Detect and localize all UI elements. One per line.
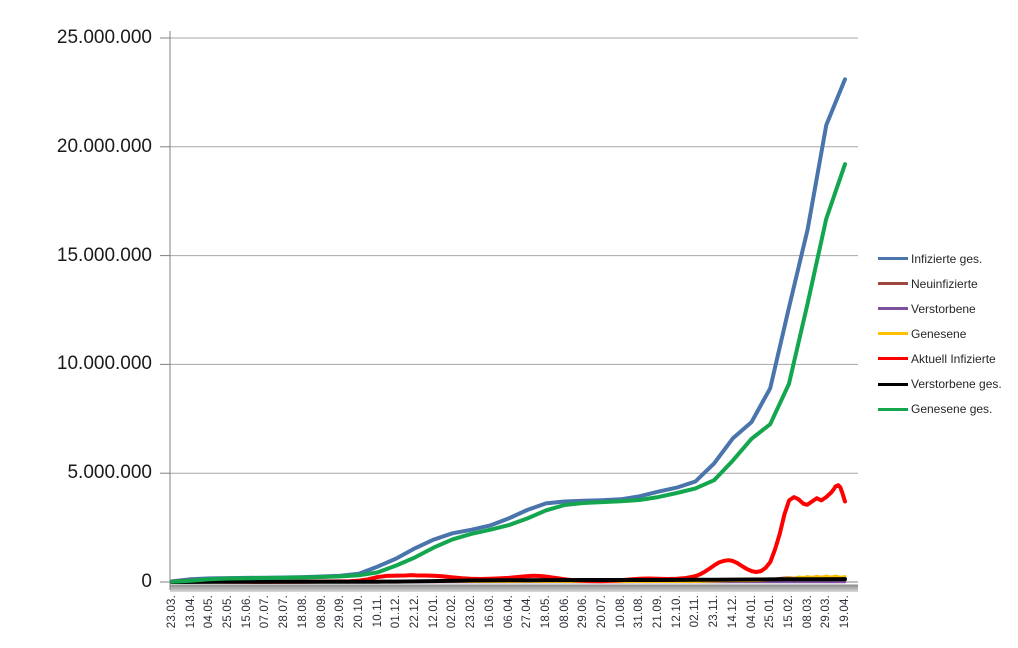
x-axis-tick-label: 29.03. bbox=[820, 595, 833, 629]
x-axis-tick-label: 04.05. bbox=[203, 595, 216, 629]
legend-label: Verstorbene ges. bbox=[911, 377, 1002, 391]
legend-swatch-aktuell-infizierte bbox=[878, 357, 908, 361]
x-axis-tick-label: 08.06. bbox=[558, 595, 571, 629]
x-axis-tick-label: 20.10. bbox=[352, 595, 365, 629]
x-axis-tick-label: 06.04. bbox=[502, 595, 515, 629]
x-axis-tick-label: 19.04. bbox=[839, 595, 851, 629]
x-axis-tick-label: 31.08. bbox=[633, 595, 646, 629]
x-axis-tick-label: 08.09. bbox=[315, 595, 328, 629]
legend-label: Infizierte ges. bbox=[911, 251, 983, 266]
legend-item-genesene: Genesene bbox=[878, 321, 966, 346]
y-axis-tick-label: 0 bbox=[141, 571, 152, 592]
x-axis-tick-label: 01.12. bbox=[390, 595, 403, 629]
series-line-verstorbene-ges bbox=[170, 577, 847, 584]
x-axis-tick-label: 12.01. bbox=[427, 595, 440, 629]
x-axis-tick-label: 27.04. bbox=[521, 595, 534, 629]
legend-label: Aktuell Infizierte bbox=[911, 351, 996, 366]
legend-item-aktuell-infizierte: Aktuell Infizierte bbox=[878, 346, 996, 371]
series-line-aktuell-infizierte bbox=[170, 483, 847, 584]
x-axis-tick-label: 23.02. bbox=[465, 595, 478, 629]
y-axis-tick-label: 20.000.000 bbox=[56, 135, 152, 157]
x-axis-tick-label: 13.04. bbox=[184, 595, 197, 629]
x-axis-tick-label: 02.11. bbox=[689, 595, 702, 628]
x-axis-tick-label: 22.12. bbox=[409, 595, 422, 629]
y-axis-tick-label: 10.000.000 bbox=[56, 353, 152, 375]
legend-item-verstorbene: Verstorbene bbox=[878, 296, 976, 321]
x-axis-tick-label: 29.09. bbox=[334, 595, 347, 629]
legend-label: Genesene ges. bbox=[911, 402, 993, 417]
x-axis-tick-label: 04.01. bbox=[745, 595, 758, 629]
x-axis-tick-label: 18.05. bbox=[539, 595, 552, 629]
legend-item-genesene-ges: Genesene ges. bbox=[878, 397, 992, 422]
series-line-infizierte-ges bbox=[170, 77, 847, 584]
x-axis-band bbox=[170, 584, 858, 592]
x-axis-tick-label: 23.11. bbox=[708, 595, 721, 628]
x-axis-tick-label: 15.02. bbox=[782, 595, 795, 629]
legend-swatch-verstorbene-ges bbox=[878, 382, 908, 386]
x-axis-tick-label: 25.05. bbox=[222, 595, 235, 629]
y-axis-tick-label: 15.000.000 bbox=[56, 244, 152, 266]
legend-item-verstorbene-ges: Verstorbene ges. bbox=[878, 372, 1002, 397]
x-axis-tick-label: 29.06. bbox=[577, 595, 590, 629]
legend-swatch-infizierte-ges bbox=[878, 257, 908, 260]
x-axis-tick-label: 10.08. bbox=[614, 595, 627, 629]
x-axis-tick-label: 18.08. bbox=[296, 595, 309, 629]
x-axis-tick-label: 08.03. bbox=[801, 595, 814, 629]
legend-item-infizierte-ges: Infizierte ges. bbox=[878, 246, 982, 271]
x-axis-tick-label: 25.01. bbox=[764, 595, 777, 629]
x-axis-tick-label: 07.07. bbox=[259, 595, 272, 629]
y-axis-tick-label: 25.000.000 bbox=[56, 27, 152, 48]
x-axis-tick-label: 23.03. bbox=[166, 595, 178, 629]
legend-label: Verstorbene bbox=[911, 301, 976, 316]
legend-swatch-verstorbene bbox=[878, 307, 908, 311]
legend-item-neuinfizierte: Neuinfizierte bbox=[878, 271, 978, 296]
legend-label: Genesene bbox=[911, 326, 967, 341]
x-axis-tick-label: 10.11. bbox=[371, 595, 384, 628]
legend-swatch-genesene bbox=[878, 332, 908, 336]
legend-swatch-neuinfizierte bbox=[878, 282, 908, 286]
x-axis-tick-label: 20.07. bbox=[595, 595, 608, 629]
x-axis-tick-label: 12.10. bbox=[670, 595, 683, 629]
x-axis-tick-label: 28.07. bbox=[278, 595, 291, 629]
x-axis-tick-label: 02.02. bbox=[446, 595, 459, 629]
series-line-genesene-ges bbox=[170, 162, 847, 584]
x-axis-tick-label: 16.03. bbox=[483, 595, 496, 629]
legend-label: Neuinfizierte bbox=[911, 276, 978, 291]
x-axis-tick-label: 15.06. bbox=[240, 595, 253, 629]
y-axis-tick-label: 5.000.000 bbox=[67, 462, 152, 484]
x-axis-tick-label: 21.09. bbox=[652, 595, 665, 629]
x-axis-tick-label: 14.12. bbox=[726, 595, 739, 629]
legend-swatch-genesene-ges bbox=[878, 407, 908, 411]
